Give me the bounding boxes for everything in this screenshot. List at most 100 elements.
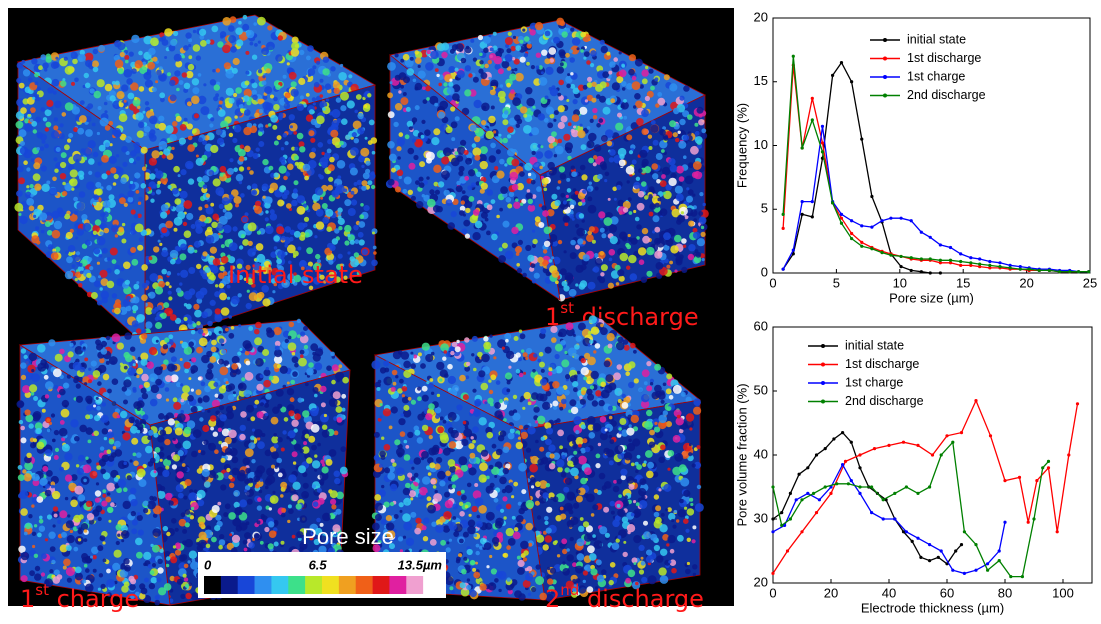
render-grain bbox=[506, 389, 510, 393]
render-grain bbox=[165, 221, 173, 229]
render-grain bbox=[110, 248, 118, 256]
render-grain bbox=[32, 532, 36, 536]
render-grain bbox=[127, 93, 134, 100]
render-grain bbox=[80, 271, 84, 275]
render-grain bbox=[601, 264, 608, 271]
render-grain bbox=[236, 98, 243, 105]
render-grain bbox=[123, 262, 131, 270]
render-grain bbox=[171, 356, 177, 362]
render-grain bbox=[258, 41, 261, 44]
render-grain bbox=[52, 79, 60, 87]
render-grain bbox=[292, 535, 296, 539]
render-grain bbox=[112, 401, 117, 406]
render-grain bbox=[157, 436, 164, 443]
render-grain bbox=[446, 126, 453, 133]
render-grain bbox=[183, 496, 187, 500]
render-grain bbox=[94, 415, 100, 421]
render-grain bbox=[271, 465, 275, 469]
render-grain bbox=[633, 182, 640, 189]
render-grain bbox=[17, 400, 25, 408]
render-grain bbox=[629, 211, 633, 215]
render-grain bbox=[317, 443, 321, 447]
render-grain bbox=[628, 382, 634, 388]
render-grain bbox=[98, 275, 101, 278]
render-grain bbox=[353, 225, 359, 231]
render-grain bbox=[288, 410, 294, 416]
render-grain bbox=[112, 333, 121, 342]
render-grain bbox=[78, 171, 85, 178]
render-grain bbox=[188, 492, 197, 501]
render-grain bbox=[46, 100, 53, 107]
render-grain bbox=[581, 358, 586, 363]
render-grain bbox=[570, 252, 577, 259]
render-grain bbox=[243, 390, 251, 398]
render-grain bbox=[628, 361, 635, 368]
render-grain bbox=[637, 203, 645, 211]
render-grain bbox=[506, 48, 511, 53]
render-grain bbox=[247, 290, 250, 293]
render-grain bbox=[304, 495, 307, 498]
render-grain bbox=[638, 191, 645, 198]
render-grain bbox=[660, 180, 667, 187]
render-grain bbox=[510, 89, 515, 94]
render-grain bbox=[98, 517, 102, 521]
render-grain bbox=[322, 203, 328, 209]
render-grain bbox=[29, 206, 35, 212]
render-grain bbox=[211, 340, 217, 346]
render-grain bbox=[185, 583, 190, 588]
render-grain bbox=[326, 459, 333, 466]
render-grain bbox=[531, 263, 536, 268]
render-grain bbox=[675, 186, 683, 194]
render-grain bbox=[147, 62, 155, 70]
render-grain bbox=[102, 541, 105, 544]
render-grain bbox=[622, 87, 626, 91]
render-grain bbox=[362, 180, 368, 186]
render-grain bbox=[79, 263, 83, 267]
render-grain bbox=[564, 222, 568, 226]
render-grain bbox=[419, 161, 425, 167]
render-grain bbox=[184, 317, 188, 321]
render-grain bbox=[126, 78, 133, 85]
render-grain bbox=[666, 388, 672, 394]
render-grain bbox=[538, 222, 544, 228]
render-grain bbox=[468, 169, 475, 176]
render-grain bbox=[628, 255, 637, 264]
render-grain bbox=[234, 115, 237, 118]
render-grain bbox=[652, 173, 658, 179]
render-grain bbox=[199, 338, 208, 347]
render-grain bbox=[137, 512, 140, 515]
render-grain bbox=[248, 542, 255, 549]
render-grain bbox=[297, 104, 304, 111]
render-grain bbox=[259, 127, 264, 132]
render-grain bbox=[558, 139, 563, 144]
render-grain bbox=[20, 141, 25, 146]
render-grain bbox=[608, 344, 613, 349]
render-grain bbox=[502, 119, 508, 125]
render-grain bbox=[306, 457, 312, 463]
render-grain bbox=[27, 365, 35, 373]
render-grain bbox=[262, 184, 269, 191]
render-grain bbox=[187, 123, 193, 129]
render-grain bbox=[483, 342, 491, 350]
render-grain bbox=[135, 538, 143, 546]
render-grain bbox=[522, 407, 525, 410]
render-grain bbox=[654, 77, 658, 81]
render-grain bbox=[558, 180, 562, 184]
render-grain bbox=[110, 95, 116, 101]
render-grain bbox=[165, 282, 169, 286]
render-grain bbox=[185, 593, 191, 599]
render-grain bbox=[369, 120, 375, 126]
render-grain bbox=[327, 149, 332, 154]
render-grain bbox=[121, 146, 128, 153]
render-grain bbox=[61, 152, 67, 158]
render-grain bbox=[526, 62, 530, 66]
render-grain bbox=[546, 507, 552, 513]
render-grain bbox=[278, 35, 283, 40]
render-grain bbox=[461, 200, 465, 204]
render-grain bbox=[395, 186, 401, 192]
render-grain bbox=[595, 258, 602, 265]
render-grain bbox=[157, 559, 162, 564]
render-grain bbox=[544, 188, 548, 192]
render-grain bbox=[29, 384, 37, 392]
render-grain bbox=[84, 538, 88, 542]
